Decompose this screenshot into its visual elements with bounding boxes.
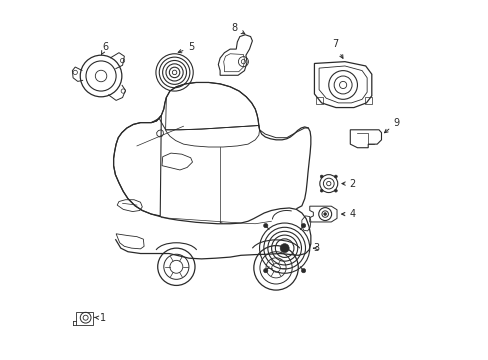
Circle shape [323,213,326,216]
Circle shape [263,269,267,273]
Text: 1: 1 [94,313,106,323]
Text: 3: 3 [312,243,319,253]
Text: 8: 8 [231,23,244,34]
Circle shape [301,269,305,273]
Text: 9: 9 [384,118,399,133]
Circle shape [280,244,288,253]
Circle shape [301,224,305,228]
Circle shape [320,175,323,178]
Circle shape [334,189,337,192]
Text: 7: 7 [331,40,342,58]
Circle shape [320,189,323,192]
Text: 6: 6 [101,42,108,55]
Text: 4: 4 [341,209,355,219]
Text: 5: 5 [178,42,194,53]
Circle shape [334,175,337,178]
Text: 2: 2 [341,179,355,189]
Circle shape [263,224,267,228]
